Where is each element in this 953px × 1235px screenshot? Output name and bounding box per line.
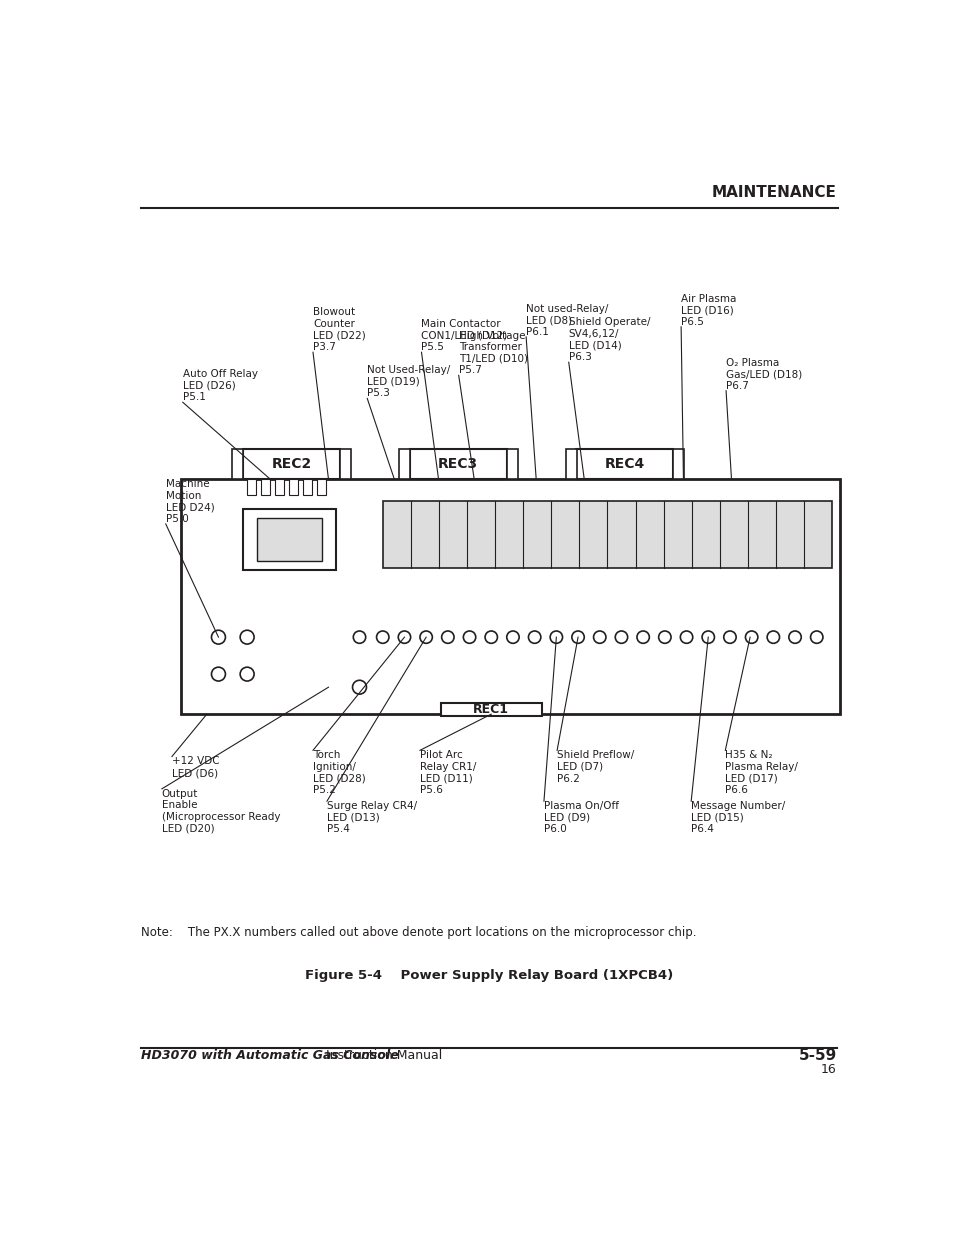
Circle shape — [484, 631, 497, 643]
Text: Not used-Relay/
LED (D8)
P6.1: Not used-Relay/ LED (D8) P6.1 — [525, 304, 608, 337]
Text: Figure 5-4    Power Supply Relay Board (1XPCB4): Figure 5-4 Power Supply Relay Board (1XP… — [304, 969, 673, 983]
Text: Main Contactor
CON1/LED (D12)
P5.5: Main Contactor CON1/LED (D12) P5.5 — [421, 319, 507, 352]
Bar — [257, 517, 322, 561]
Bar — [506, 448, 517, 479]
Bar — [565, 448, 576, 479]
Bar — [316, 479, 326, 495]
Bar — [303, 479, 312, 495]
Text: Not Used-Relay/
LED (D19)
P5.3: Not Used-Relay/ LED (D19) P5.3 — [367, 366, 450, 399]
Bar — [410, 448, 506, 479]
Bar — [181, 479, 840, 714]
Bar — [289, 479, 298, 495]
Bar — [398, 448, 410, 479]
Text: +12 VDC
LED (D6): +12 VDC LED (D6) — [172, 757, 219, 778]
Bar — [673, 448, 683, 479]
Circle shape — [679, 631, 692, 643]
Circle shape — [506, 631, 518, 643]
Text: Shield Preflow/
LED (D7)
P6.2: Shield Preflow/ LED (D7) P6.2 — [557, 751, 634, 783]
Bar — [261, 479, 270, 495]
Circle shape — [240, 667, 253, 680]
Text: MAINTENANCE: MAINTENANCE — [711, 185, 836, 200]
Text: High Voltage
Transformer
T1/LED (D10)
P5.7: High Voltage Transformer T1/LED (D10) P5… — [458, 331, 527, 375]
Circle shape — [212, 667, 225, 680]
Text: Blowout
Counter
LED (D22)
P3.7: Blowout Counter LED (D22) P3.7 — [313, 308, 365, 352]
Bar — [247, 479, 256, 495]
Text: Plasma On/Off
LED (D9)
P6.0: Plasma On/Off LED (D9) P6.0 — [543, 802, 618, 835]
Circle shape — [615, 631, 627, 643]
Text: Surge Relay CR4/
LED (D13)
P5.4: Surge Relay CR4/ LED (D13) P5.4 — [327, 802, 416, 835]
Circle shape — [397, 631, 410, 643]
Circle shape — [571, 631, 583, 643]
Circle shape — [788, 631, 801, 643]
Bar — [274, 479, 284, 495]
Circle shape — [419, 631, 432, 643]
Bar — [340, 448, 351, 479]
Circle shape — [376, 631, 389, 643]
Circle shape — [528, 631, 540, 643]
Bar — [243, 448, 340, 479]
Circle shape — [810, 631, 822, 643]
Circle shape — [766, 631, 779, 643]
Text: Torch
Ignition/
LED (D28)
P5.2: Torch Ignition/ LED (D28) P5.2 — [313, 751, 365, 795]
Text: Message Number/
LED (D15)
P6.4: Message Number/ LED (D15) P6.4 — [691, 802, 784, 835]
Text: REC3: REC3 — [437, 457, 477, 471]
Text: REC4: REC4 — [604, 457, 644, 471]
Text: O₂ Plasma
Gas/LED (D18)
P6.7: O₂ Plasma Gas/LED (D18) P6.7 — [725, 358, 801, 390]
Circle shape — [701, 631, 714, 643]
Circle shape — [240, 630, 253, 645]
Text: REC2: REC2 — [272, 457, 312, 471]
Text: 5-59: 5-59 — [798, 1047, 836, 1063]
Text: Shield Operate/
SV4,6,12/
LED (D14)
P6.3: Shield Operate/ SV4,6,12/ LED (D14) P6.3 — [568, 317, 650, 362]
Circle shape — [658, 631, 670, 643]
Circle shape — [463, 631, 476, 643]
Text: Output
Enable
(Microprocessor Ready
LED (D20): Output Enable (Microprocessor Ready LED … — [162, 789, 280, 834]
Circle shape — [353, 680, 366, 694]
Circle shape — [723, 631, 736, 643]
Circle shape — [550, 631, 562, 643]
Text: Air Plasma
LED (D16)
P6.5: Air Plasma LED (D16) P6.5 — [680, 294, 736, 327]
Text: REC1: REC1 — [473, 703, 509, 716]
Circle shape — [212, 630, 225, 645]
Text: Pilot Arc
Relay CR1/
LED (D11)
P5.6: Pilot Arc Relay CR1/ LED (D11) P5.6 — [419, 751, 476, 795]
Text: HD3070 with Automatic Gas Console: HD3070 with Automatic Gas Console — [141, 1049, 398, 1062]
Text: Auto Off Relay
LED (D26)
P5.1: Auto Off Relay LED (D26) P5.1 — [183, 369, 257, 403]
Bar — [243, 509, 335, 571]
Circle shape — [637, 631, 649, 643]
Bar — [440, 703, 541, 716]
Circle shape — [353, 631, 365, 643]
Bar — [233, 448, 243, 479]
Text: Instruction Manual: Instruction Manual — [322, 1049, 442, 1062]
Bar — [576, 448, 673, 479]
Text: Note:    The PX.X numbers called out above denote port locations on the micropro: Note: The PX.X numbers called out above … — [141, 926, 696, 939]
Text: 16: 16 — [821, 1062, 836, 1076]
Circle shape — [593, 631, 605, 643]
Bar — [382, 501, 831, 568]
Text: H35 & N₂
Plasma Relay/
LED (D17)
P6.6: H35 & N₂ Plasma Relay/ LED (D17) P6.6 — [724, 751, 798, 795]
Text: Machine
Motion
LED D24)
P5.0: Machine Motion LED D24) P5.0 — [166, 479, 214, 524]
Circle shape — [441, 631, 454, 643]
Circle shape — [744, 631, 757, 643]
